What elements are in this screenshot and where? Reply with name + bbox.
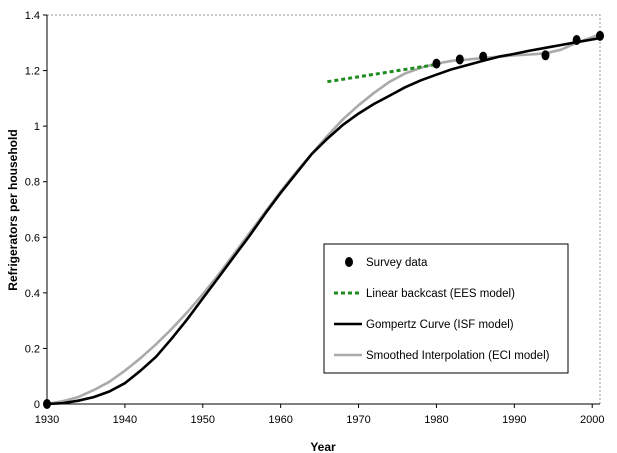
legend-label: Smoothed Interpolation (ECI model) (366, 350, 550, 362)
legend-smoothed-interpolation: Smoothed Interpolation (ECI model) (334, 350, 550, 362)
legend-marker (345, 257, 353, 267)
x-tick-label: 1970 (346, 414, 370, 426)
survey-data-point (432, 58, 441, 69)
y-tick-label: 1.4 (25, 10, 40, 22)
smoothed-interpolation-line (46, 33, 601, 406)
gompertz-curve-line (46, 36, 601, 406)
legend-survey-data: Survey data (345, 257, 428, 269)
x-tick-label: 1930 (35, 414, 59, 426)
y-tick-label: 1.2 (25, 66, 40, 78)
y-axis-title: Refrigerators per household (6, 129, 20, 290)
y-tick-label: 0.4 (25, 288, 40, 300)
legend-label: Linear backcast (EES model) (366, 288, 515, 300)
survey-data-point (455, 54, 464, 65)
survey-data-point (43, 399, 51, 409)
legend-box (323, 243, 569, 374)
y-tick-label: 0.2 (25, 343, 40, 355)
legend-gompertz-curve: Gompertz Curve (ISF model) (334, 319, 514, 331)
y-axis: 0 0.2 0.4 0.6 0.8 1 1.2 1.4 (25, 10, 48, 411)
legend-label: Survey data (366, 257, 428, 269)
y-tick-label: 0.6 (25, 232, 40, 244)
x-tick-label: 1940 (113, 414, 137, 426)
legend-linear-backcast: Linear backcast (EES model) (334, 288, 515, 300)
y-tick-label: 1 (34, 121, 40, 133)
x-tick-label: 1960 (268, 414, 292, 426)
legend: Survey data Linear backcast (EES model) Go… (323, 243, 569, 374)
y-tick-label: 0.8 (25, 177, 40, 189)
series-layer (43, 30, 604, 409)
survey-data-point (479, 51, 488, 62)
x-tick-label: 1990 (502, 414, 526, 426)
x-tick-label: 1980 (424, 414, 448, 426)
y-tick-label: 0 (34, 399, 40, 411)
x-tick-label: 1950 (191, 414, 215, 426)
x-tick-label: 2000 (580, 414, 604, 426)
legend-label: Gompertz Curve (ISF model) (366, 319, 514, 331)
x-axis: 1930 1940 1950 1960 1970 1980 1990 2000 (35, 403, 604, 426)
x-axis-title: Year (310, 440, 336, 453)
survey-data-point (596, 30, 604, 41)
survey-data-point (541, 50, 550, 61)
survey-data-point (572, 35, 581, 46)
linear-backcast-line (327, 63, 437, 84)
